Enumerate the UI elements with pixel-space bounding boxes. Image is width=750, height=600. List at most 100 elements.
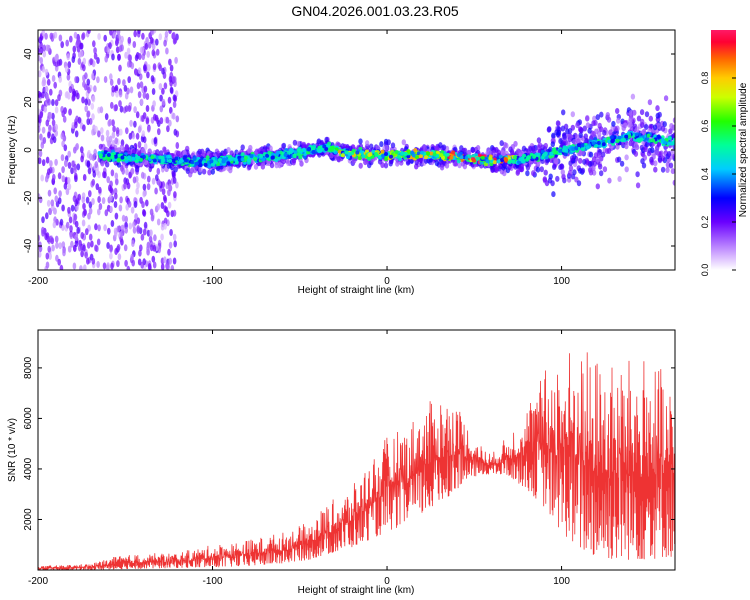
spectrogram-cell — [38, 157, 42, 165]
spectrogram-cell — [192, 157, 197, 161]
spectrogram-cell — [76, 38, 80, 46]
spectrogram-cell — [556, 125, 561, 132]
spectrogram-x-tick-label: 0 — [384, 276, 390, 287]
spectrogram-cell — [109, 245, 113, 253]
spectrogram-cell — [70, 167, 74, 175]
spectrogram-cell — [38, 250, 42, 258]
spectrogram-cell — [58, 34, 63, 42]
spectrogram-cell — [69, 35, 73, 43]
spectrogram-cell — [403, 151, 408, 156]
spectrogram-cell — [591, 131, 596, 137]
spectrogram-cell — [160, 202, 165, 209]
spectrogram-cell — [57, 197, 62, 205]
spectrogram-cell — [628, 115, 633, 122]
spectrogram-cell — [109, 252, 113, 260]
spectrogram-cell — [90, 240, 94, 248]
spectrogram-cell — [175, 181, 179, 189]
spectrogram-cell — [82, 57, 87, 65]
spectrogram-cell — [161, 67, 165, 75]
spectrogram-cell — [139, 98, 144, 106]
spectrogram-cell — [570, 155, 575, 162]
spectrogram-cell — [563, 123, 569, 130]
spectrogram-cell — [616, 156, 622, 163]
spectrogram-cell — [67, 150, 71, 158]
spectrogram-cell — [532, 154, 537, 159]
spectrogram-cell — [153, 137, 158, 145]
spectrogram-cell — [207, 169, 212, 176]
spectrogram-cell — [359, 150, 364, 155]
spectrogram-cell — [130, 206, 135, 214]
spectrogram-cell — [116, 244, 121, 251]
spectrogram-cell — [154, 187, 158, 195]
spectrogram-cell — [143, 221, 148, 229]
spectrogram-cell — [54, 123, 58, 131]
spectrogram-cell — [74, 220, 79, 228]
spectrogram-cell — [140, 46, 145, 54]
spectrogram-cell — [132, 176, 137, 184]
spectrogram-cell — [168, 58, 172, 66]
spectrogram-cell — [109, 186, 113, 194]
spectrogram-cell — [515, 169, 520, 176]
spectrogram-cell — [270, 155, 275, 160]
spectrogram-cell — [367, 162, 372, 169]
spectrogram-cell — [165, 116, 170, 124]
spectrogram-cell — [150, 75, 155, 83]
spectrogram-cell — [38, 125, 41, 133]
spectrogram-cell — [397, 154, 402, 159]
spectrogram-cell — [598, 144, 603, 148]
spectrogram-cell — [175, 142, 180, 149]
spectrogram-cell — [51, 99, 55, 106]
spectrogram-cell — [111, 131, 116, 139]
spectrogram-cell — [42, 137, 47, 144]
spectrogram-cell — [45, 261, 50, 269]
spectrogram-cell — [58, 75, 62, 83]
spectrogram-cell — [105, 161, 110, 168]
spectrogram-cell — [647, 99, 653, 106]
spectrogram-cell — [606, 116, 612, 123]
spectrogram-cell — [475, 145, 481, 151]
spectrogram-cell — [62, 115, 67, 123]
spectrogram-cell — [81, 219, 86, 227]
spectrogram-cell — [205, 155, 210, 160]
spectrogram-cell — [635, 171, 640, 178]
spectrogram-cell — [66, 177, 71, 184]
spectrogram-cell — [54, 235, 59, 243]
spectrogram-cell — [57, 94, 61, 102]
spectrogram-cell — [57, 59, 61, 67]
spectrogram-cell — [142, 228, 147, 236]
spectrogram-cell — [77, 57, 82, 65]
spectrogram-cell — [145, 105, 150, 112]
spectrogram-cell — [395, 160, 400, 167]
spectrogram-cell — [102, 156, 107, 161]
spectrogram-cell — [70, 204, 75, 212]
spectrogram-cell — [543, 169, 548, 176]
spectrogram-cell — [148, 235, 153, 243]
spectrogram-cell — [555, 120, 561, 127]
spectrogram-cell — [222, 157, 227, 162]
spectrogram-cell — [155, 48, 160, 56]
spectrogram-cell — [470, 147, 476, 154]
spectrogram-cell — [126, 265, 131, 270]
spectrogram-cell — [311, 150, 316, 154]
spectrogram-cell — [555, 131, 561, 138]
spectrogram-cell — [407, 149, 412, 154]
spectrogram-x-tick-label: -200 — [28, 276, 48, 287]
spectrogram-cell — [118, 90, 123, 98]
spectrogram-cell — [444, 162, 450, 169]
spectrogram-cell — [171, 158, 176, 163]
spectrogram-cell — [496, 149, 501, 156]
spectrogram-cell — [423, 157, 429, 164]
spectrogram-cell — [67, 61, 72, 69]
spectrogram-cell — [183, 158, 188, 163]
spectrogram-cell — [379, 141, 384, 148]
spectrogram-cell — [66, 73, 71, 81]
spectrogram-cell — [352, 157, 357, 164]
spectrogram-cell — [61, 204, 65, 212]
spectrogram-cell — [334, 147, 339, 152]
spectrogram-cell — [58, 190, 62, 198]
spectrogram-cell — [615, 108, 620, 114]
spectrogram-cell — [578, 132, 583, 139]
spectrogram-cell — [119, 105, 124, 113]
spectrogram-cell — [68, 216, 73, 224]
spectrogram-cell — [41, 65, 46, 73]
